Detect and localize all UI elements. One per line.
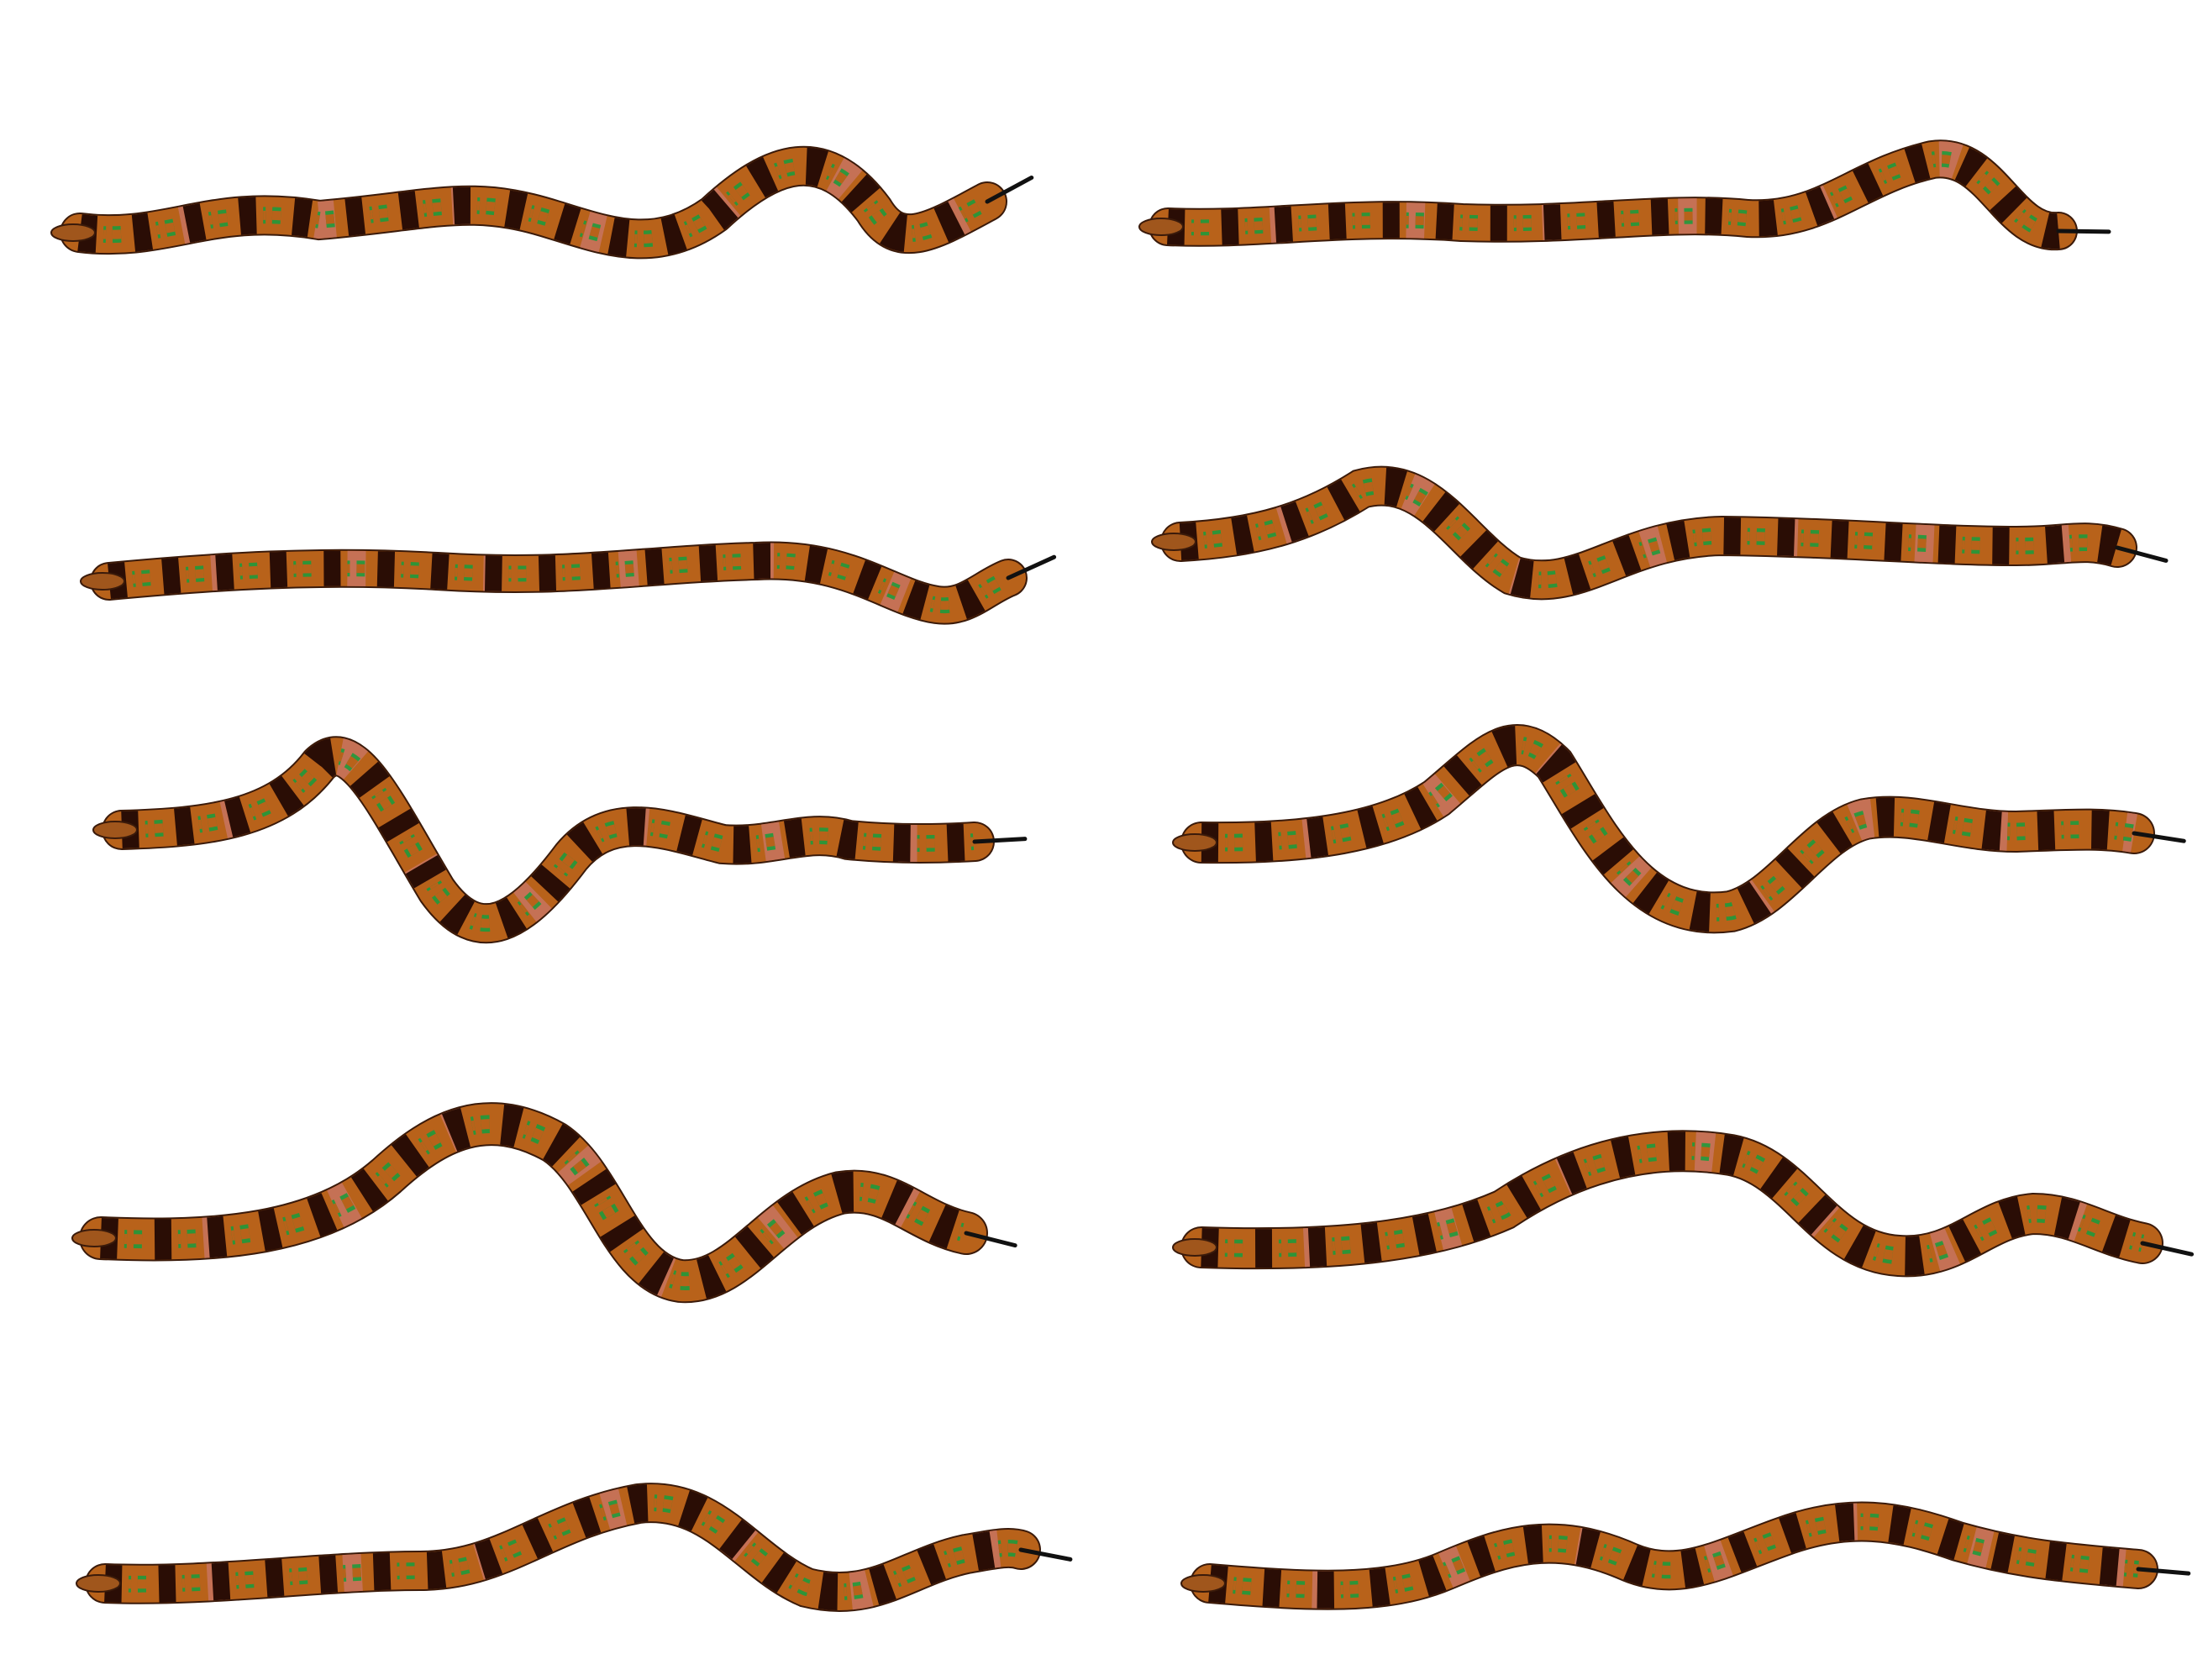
snake-head	[1180, 1574, 1226, 1593]
snake-head	[92, 821, 138, 839]
tail-tip	[2132, 831, 2186, 843]
snake-head	[1151, 533, 1196, 551]
snake-head	[1172, 833, 1217, 852]
tail-tip	[2115, 545, 2169, 563]
snake-head	[71, 1229, 117, 1247]
snake-4	[1151, 465, 2169, 601]
tail-tip	[985, 175, 1034, 204]
tail-tip	[2140, 1241, 2195, 1257]
tail-tip	[2136, 1567, 2191, 1576]
snake-head	[1138, 218, 1184, 236]
tail-tip	[964, 1231, 1017, 1248]
tail-tip	[1018, 1547, 1073, 1562]
snake-10	[1180, 1501, 2191, 1610]
snake-head	[50, 223, 96, 242]
snake-6	[1172, 724, 2186, 934]
snake-1	[50, 145, 1034, 260]
tail-tip	[2056, 228, 2111, 234]
snake-8	[1172, 1130, 2195, 1278]
snake-5	[92, 736, 1028, 944]
snake-9	[76, 1483, 1073, 1612]
snake-2	[1138, 139, 2111, 251]
tail-tip	[1006, 554, 1057, 580]
snake-head	[80, 572, 125, 591]
tail-tip	[972, 837, 1028, 844]
snake-head	[76, 1574, 121, 1593]
snake-3	[80, 541, 1057, 625]
snake-7	[71, 1102, 1017, 1304]
snake-head	[1172, 1238, 1217, 1257]
